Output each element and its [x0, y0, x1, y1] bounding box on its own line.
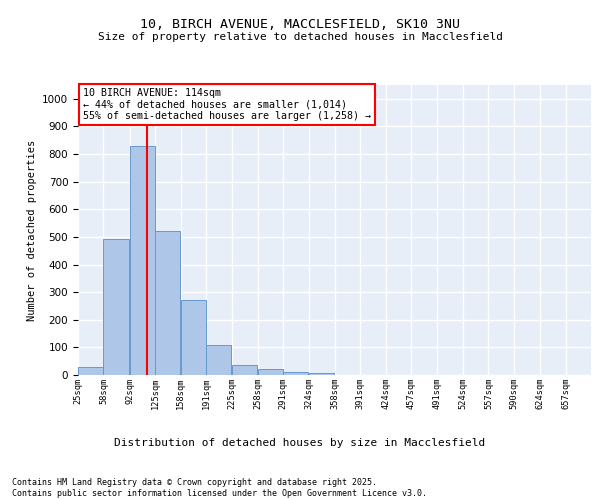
Bar [283, 372, 308, 375]
Text: Size of property relative to detached houses in Macclesfield: Size of property relative to detached ho… [97, 32, 503, 42]
Bar [78, 366, 103, 375]
Text: 10 BIRCH AVENUE: 114sqm
← 44% of detached houses are smaller (1,014)
55% of semi: 10 BIRCH AVENUE: 114sqm ← 44% of detache… [83, 88, 371, 121]
Y-axis label: Number of detached properties: Number of detached properties [26, 140, 37, 320]
Bar [181, 300, 206, 375]
Bar [155, 231, 180, 375]
Text: Contains HM Land Registry data © Crown copyright and database right 2025.
Contai: Contains HM Land Registry data © Crown c… [12, 478, 427, 498]
Text: 10, BIRCH AVENUE, MACCLESFIELD, SK10 3NU: 10, BIRCH AVENUE, MACCLESFIELD, SK10 3NU [140, 18, 460, 30]
Bar [103, 239, 128, 375]
Bar [258, 369, 283, 375]
Bar [130, 146, 155, 375]
Bar [206, 346, 231, 375]
Text: Distribution of detached houses by size in Macclesfield: Distribution of detached houses by size … [115, 438, 485, 448]
Bar [308, 373, 334, 375]
Bar [232, 365, 257, 375]
